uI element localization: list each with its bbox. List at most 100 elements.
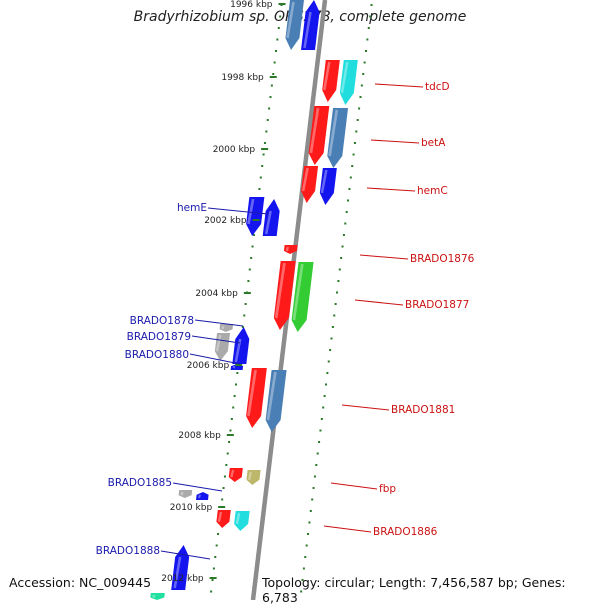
gene-label-left: BRADO1888 <box>96 545 160 557</box>
track-dot <box>315 464 318 466</box>
track-dot <box>327 360 330 363</box>
gene-block-red <box>301 166 319 203</box>
track-dot <box>301 579 304 581</box>
track-dot <box>358 107 361 110</box>
track-dot <box>313 475 316 478</box>
gene-label-right: fbp <box>379 483 396 495</box>
track-dot <box>333 314 336 317</box>
track-dot <box>247 280 250 282</box>
track-dot <box>302 567 305 570</box>
track-dot <box>226 452 229 455</box>
track-dot <box>304 556 307 558</box>
track-dot <box>263 142 266 144</box>
track-dot <box>261 165 264 167</box>
track-dot <box>362 73 365 75</box>
track-dot <box>215 544 218 547</box>
track-dot <box>369 15 372 18</box>
track-dot <box>279 15 282 18</box>
leader-line <box>366 187 416 192</box>
gene-block-red <box>308 106 330 165</box>
leader-line <box>323 525 372 533</box>
track-dot <box>347 199 350 202</box>
leader-line <box>172 482 223 492</box>
gene-label-left: hemE <box>177 202 207 214</box>
track-dot <box>345 211 348 213</box>
gene-block-blue <box>246 197 265 236</box>
track-dot <box>352 153 355 156</box>
gene-label-left: BRADO1880 <box>125 349 189 361</box>
track-dot <box>259 176 262 179</box>
gene-block-steel <box>285 0 304 50</box>
track-dot <box>338 268 341 271</box>
gene-block-cyan <box>339 60 358 105</box>
track-dot <box>276 38 279 41</box>
track-dot <box>336 291 339 294</box>
track-dot <box>322 406 325 409</box>
topology-text: Topology: circular; Length: 7,456,587 bp… <box>262 575 566 605</box>
gene-block-teal <box>150 593 165 600</box>
track-dot <box>269 96 272 98</box>
track-dot <box>273 61 276 64</box>
gene-label-right: BRADO1877 <box>405 299 469 311</box>
track-dot <box>334 303 337 305</box>
track-dot <box>367 27 370 29</box>
track-dot <box>323 395 326 397</box>
track-dot <box>243 314 246 317</box>
gene-block-gray <box>178 490 193 498</box>
track-dot <box>258 188 261 190</box>
gene-block-blue <box>232 327 250 364</box>
track-dot <box>212 567 215 570</box>
track-dot <box>341 245 344 248</box>
track-dot <box>248 268 251 271</box>
tick-label: 2002 kbp <box>204 216 247 226</box>
track-dot <box>272 73 275 75</box>
gene-block-red <box>322 60 340 102</box>
track-dot <box>320 418 323 420</box>
track-dot <box>252 234 255 236</box>
gene-block-blue <box>301 0 320 50</box>
track-dot <box>331 326 334 328</box>
track-dot <box>359 96 362 98</box>
leader-line <box>341 404 390 411</box>
leader-line <box>189 353 241 365</box>
track-dot <box>300 590 303 593</box>
accession-text: Accession: NC_009445 <box>9 575 152 590</box>
track-dot <box>370 4 373 6</box>
gene-block-red <box>216 510 231 528</box>
gene-label-right: betA <box>421 137 446 149</box>
track-dot <box>366 38 369 41</box>
gene-label-left: BRADO1879 <box>127 331 191 343</box>
track-dot <box>221 498 224 501</box>
track-dot <box>211 579 214 581</box>
gene-block-red <box>273 261 296 330</box>
track-dot <box>217 533 220 535</box>
track-dot <box>223 475 226 478</box>
track-dot <box>348 188 351 190</box>
track-dot <box>360 84 363 87</box>
track-dot <box>330 337 333 340</box>
track-dot <box>230 418 233 420</box>
track-dot <box>236 372 239 374</box>
track-dot <box>355 130 358 133</box>
track-dot <box>356 119 359 121</box>
gene-block-cyan <box>234 511 250 531</box>
tick-label: 2004 kbp <box>195 289 238 299</box>
track-dot <box>307 533 310 535</box>
track-dot <box>316 452 319 455</box>
gene-label-left: BRADO1885 <box>108 477 172 489</box>
gene-block-red <box>228 468 243 482</box>
gene-block-blue <box>171 545 190 590</box>
track-dot <box>353 142 356 144</box>
track-dot <box>233 395 236 397</box>
track-dot <box>319 429 322 432</box>
track-dot <box>344 222 347 225</box>
track-dot <box>225 464 228 466</box>
track-dot <box>308 521 311 524</box>
track-dot <box>266 119 269 121</box>
track-dot <box>312 487 315 489</box>
track-dot <box>324 383 327 386</box>
track-dot <box>210 590 213 593</box>
track-dot <box>268 107 271 110</box>
leader-line <box>207 207 269 215</box>
